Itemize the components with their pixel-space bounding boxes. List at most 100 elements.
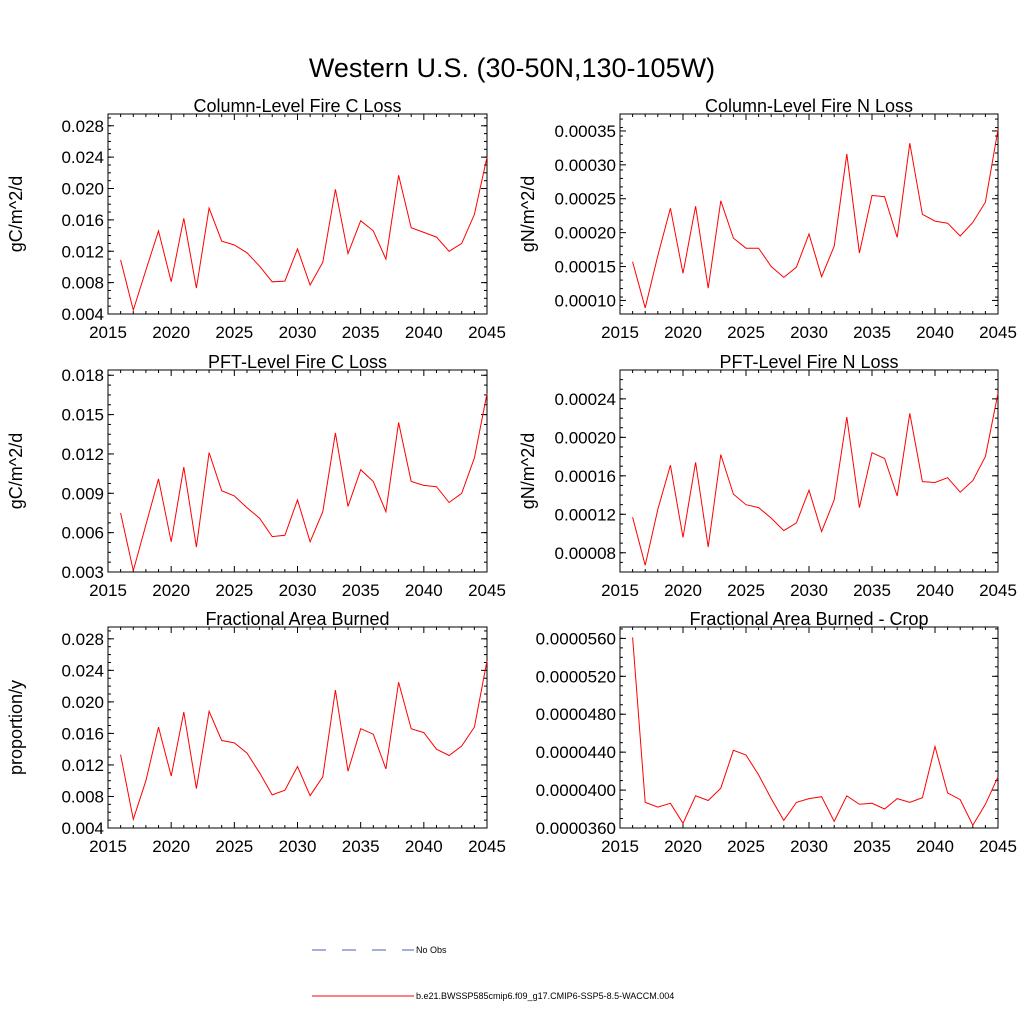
y-tick-label: 0.020 [61, 180, 104, 199]
y-tick-label: 0.015 [61, 406, 104, 425]
y-tick-label: 0.0000480 [536, 705, 616, 724]
x-tick-label: 2040 [916, 323, 954, 342]
y-tick-label: 0.012 [61, 445, 104, 464]
x-tick-label: 2015 [89, 323, 127, 342]
x-tick-label: 2015 [89, 581, 127, 600]
y-tick-label: 0.028 [61, 630, 104, 649]
legend-label-model: b.e21.BWSSP585cmip6.f09_g17.CMIP6-SSP5-8… [416, 991, 674, 1001]
x-tick-label: 2025 [215, 581, 253, 600]
x-tick-label: 2040 [916, 837, 954, 856]
series-line [120, 156, 488, 312]
x-tick-label: 2015 [601, 581, 639, 600]
x-tick-label: 2030 [790, 837, 828, 856]
y-axis-label: proportion/y [6, 680, 26, 775]
x-tick-label: 2045 [468, 837, 506, 856]
x-tick-label: 2040 [405, 581, 443, 600]
y-tick-label: 0.00035 [555, 122, 616, 141]
x-tick-label: 2030 [279, 323, 317, 342]
y-tick-label: 0.003 [61, 563, 104, 582]
y-tick-label: 0.024 [61, 661, 104, 680]
y-tick-label: 0.00020 [555, 224, 616, 243]
legend-label-no-obs: No Obs [416, 945, 447, 955]
y-tick-label: 0.006 [61, 524, 104, 543]
y-tick-label: 0.024 [61, 148, 104, 167]
x-tick-label: 2030 [790, 323, 828, 342]
y-axis-label: gC/m^2/d [6, 176, 26, 252]
panel-title: Fractional Area Burned - Crop [689, 609, 928, 629]
y-tick-label: 0.00010 [555, 291, 616, 310]
y-tick-label: 0.016 [61, 211, 104, 230]
x-tick-label: 2045 [468, 581, 506, 600]
x-tick-label: 2035 [853, 581, 891, 600]
x-tick-label: 2045 [468, 323, 506, 342]
x-tick-label: 2035 [853, 837, 891, 856]
y-axis-label: gN/m^2/d [518, 433, 538, 509]
x-tick-label: 2030 [790, 581, 828, 600]
y-tick-label: 0.00016 [555, 467, 616, 486]
x-tick-label: 2025 [215, 323, 253, 342]
x-tick-label: 2020 [152, 837, 190, 856]
panel-title: Column-Level Fire C Loss [193, 96, 401, 116]
x-tick-label: 2045 [979, 837, 1017, 856]
x-tick-label: 2020 [664, 323, 702, 342]
y-tick-label: 0.018 [61, 366, 104, 385]
x-tick-label: 2035 [342, 581, 380, 600]
y-tick-label: 0.012 [61, 242, 104, 261]
y-tick-label: 0.0000520 [536, 667, 616, 686]
y-tick-label: 0.028 [61, 117, 104, 136]
panel-5: 2015 2020 2025 2030 2035 2040 2045 0.004 0.008 0.… [6, 609, 506, 856]
panel-2: 2015 2020 2025 2030 2035 2040 2045 0.00010 0.000… [518, 96, 1017, 342]
y-tick-label: 0.00012 [555, 505, 616, 524]
y-axis-label: gN/m^2/d [518, 176, 538, 252]
y-tick-label: 0.0000360 [536, 819, 616, 838]
y-tick-label: 0.00030 [555, 156, 616, 175]
y-tick-label: 0.00025 [555, 190, 616, 209]
x-tick-label: 2020 [152, 581, 190, 600]
x-tick-label: 2020 [664, 581, 702, 600]
x-tick-label: 2025 [215, 837, 253, 856]
x-tick-label: 2040 [405, 323, 443, 342]
x-tick-label: 2035 [342, 323, 380, 342]
y-tick-label: 0.012 [61, 756, 104, 775]
panel-3: 2015 2020 2025 2030 2035 2040 2045 0.003 0.006 0.… [6, 352, 506, 600]
panel-title: Fractional Area Burned [205, 609, 389, 629]
legend: No Obs b.e21.BWSSP585cmip6.f09_g17.CMIP6… [312, 945, 674, 1001]
x-tick-label: 2035 [342, 837, 380, 856]
panel-4: 2015 2020 2025 2030 2035 2040 2045 0.00008 0.000… [518, 352, 1017, 600]
x-tick-label: 2035 [853, 323, 891, 342]
panel-title: Column-Level Fire N Loss [705, 96, 913, 116]
x-tick-label: 2030 [279, 581, 317, 600]
y-tick-label: 0.00024 [555, 390, 616, 409]
x-tick-label: 2025 [727, 323, 765, 342]
y-tick-label: 0.016 [61, 724, 104, 743]
panel-title: PFT-Level Fire C Loss [208, 352, 387, 372]
x-tick-label: 2045 [979, 323, 1017, 342]
series-line [632, 637, 999, 827]
y-tick-label: 0.0000440 [536, 743, 616, 762]
series-line [120, 660, 488, 822]
panel-1: 2015 2020 2025 2030 2035 2040 2045 0.004 0.008 0.… [6, 96, 506, 342]
y-tick-label: 0.004 [61, 819, 104, 838]
panel-6: 2015 2020 2025 2030 2035 2040 2045 0.0000360 0.0… [536, 609, 1017, 856]
y-tick-label: 0.00008 [555, 544, 616, 563]
figure-title: Western U.S. (30-50N,130-105W) [309, 53, 715, 83]
x-tick-label: 2025 [727, 581, 765, 600]
x-tick-label: 2020 [664, 837, 702, 856]
y-tick-label: 0.008 [61, 787, 104, 806]
x-tick-label: 2015 [89, 837, 127, 856]
y-tick-label: 0.0000400 [536, 781, 616, 800]
x-tick-label: 2015 [601, 837, 639, 856]
panels: 2015 2020 2025 2030 2035 2040 2045 0.004 0.008 0.… [6, 96, 1017, 856]
x-tick-label: 2030 [279, 837, 317, 856]
x-tick-label: 2015 [601, 323, 639, 342]
panel-title: PFT-Level Fire N Loss [719, 352, 898, 372]
y-tick-label: 0.020 [61, 693, 104, 712]
x-tick-label: 2045 [979, 581, 1017, 600]
x-tick-label: 2040 [405, 837, 443, 856]
y-tick-label: 0.00020 [555, 428, 616, 447]
series-line [632, 393, 999, 566]
series-line [120, 393, 488, 571]
y-axis-label: gC/m^2/d [6, 433, 26, 509]
series-line [632, 129, 999, 309]
y-tick-label: 0.004 [61, 305, 104, 324]
